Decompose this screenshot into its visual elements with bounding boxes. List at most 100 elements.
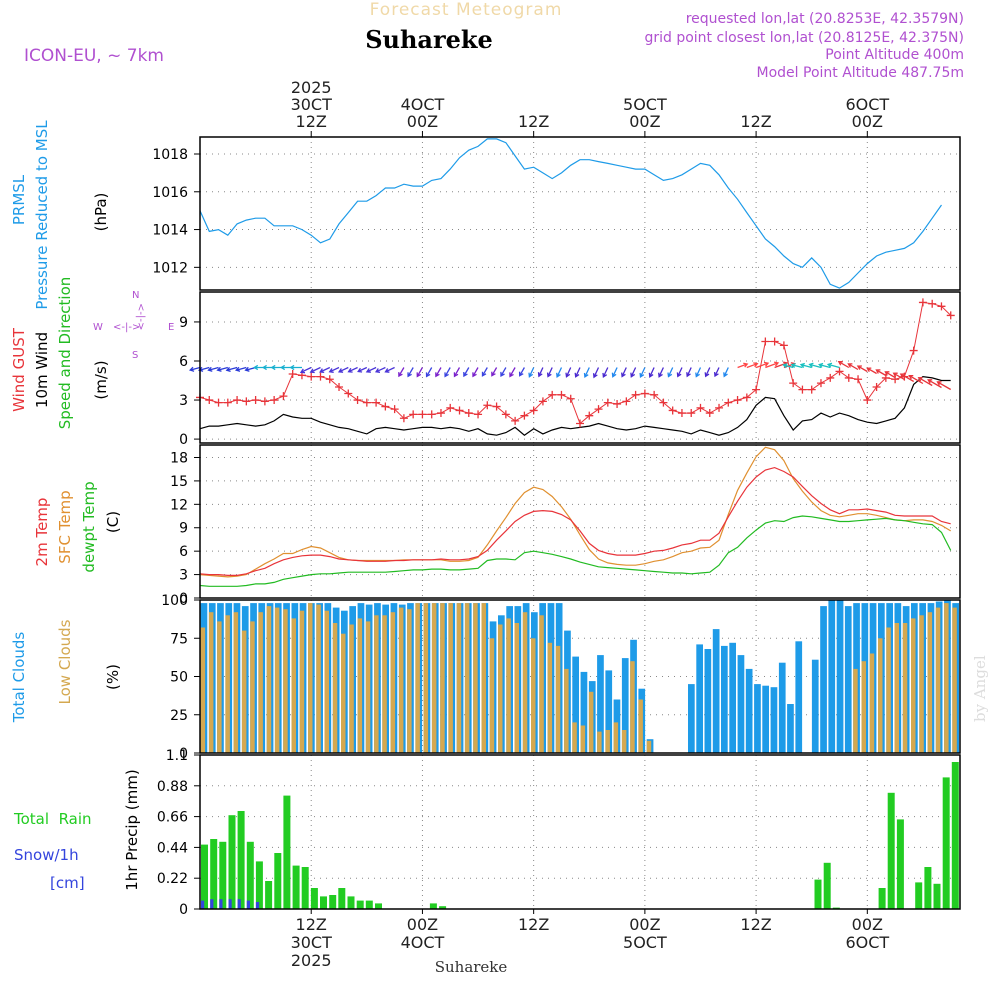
- cloud-total-bar: [795, 641, 803, 753]
- wind-gust-marker: [501, 410, 510, 419]
- wind-ytick-label: 3: [179, 393, 188, 409]
- wind-gust-marker: [205, 396, 214, 405]
- cloud-low-bar: [473, 603, 478, 753]
- cloud-total-bar: [712, 629, 720, 753]
- temperature-frame: [199, 444, 961, 599]
- time-top-label: 6OCT: [845, 95, 889, 114]
- precip-rain-bar: [201, 844, 208, 909]
- temp-label-2m: 2m Temp: [33, 498, 51, 567]
- wind-direction-arrow: [856, 365, 868, 373]
- cloud-low-bar: [440, 603, 445, 753]
- cloud-low-bar: [588, 691, 594, 753]
- precip-rain-bar: [255, 861, 263, 909]
- precip-label-rain: Total Rain: [13, 810, 92, 828]
- wind-gust-marker: [835, 367, 844, 376]
- wind-gust-marker: [279, 392, 288, 401]
- wind-gust-marker: [492, 402, 501, 411]
- wind-gust-marker: [918, 298, 927, 307]
- temperature-series-2m: [199, 466, 951, 577]
- precip-rain-bar: [265, 881, 273, 909]
- wind-gust-marker: [242, 397, 251, 406]
- precip-snow-bar: [201, 900, 205, 909]
- wind-gust-marker: [362, 398, 371, 407]
- wind-gust-marker: [844, 373, 853, 382]
- wind-direction-arrow: [837, 361, 850, 369]
- pressure-unit: (hPa): [92, 193, 110, 232]
- wind-direction-arrow: [676, 367, 683, 378]
- cloud-low-bar: [605, 730, 610, 753]
- credit-label: by Angel: [971, 655, 989, 722]
- wind-direction-arrow: [235, 366, 247, 372]
- wind-gust-marker: [937, 302, 946, 311]
- cloud-total-bar: [597, 655, 604, 753]
- cloud-total-bar: [737, 655, 745, 753]
- time-bottom-label: 00Z: [852, 915, 883, 934]
- cloud-labels: Total Clouds Low Clouds (%): [10, 619, 122, 723]
- wind-direction-arrow: [648, 367, 655, 378]
- precip-snow-bar: [228, 899, 232, 909]
- cloud-total-bar: [828, 600, 836, 753]
- wind-direction-arrow: [374, 366, 386, 373]
- wind-direction-arrow: [574, 367, 581, 378]
- wind-direction-arrow: [826, 362, 840, 369]
- wind-gust-marker: [335, 383, 344, 392]
- wind-direction-arrow: [818, 362, 831, 369]
- wind-gust-marker: [418, 410, 427, 419]
- wind-gust-marker: [789, 379, 798, 388]
- cloud-low-bar: [341, 633, 346, 753]
- wind-gust-marker: [270, 396, 279, 405]
- wind-gust-marker: [446, 403, 455, 412]
- precip-rain-bar: [375, 903, 382, 909]
- precip-rain-bar: [356, 900, 364, 909]
- time-top-label: 4OCT: [401, 95, 445, 114]
- cloud-total-bar: [696, 644, 703, 753]
- wind-direction-arrow: [207, 366, 219, 372]
- wind-gust-marker: [538, 397, 547, 406]
- wind-direction-arrow: [847, 363, 859, 371]
- cloud-low-bar: [456, 603, 462, 753]
- wind-gust-marker: [529, 406, 538, 415]
- temperature-ytick-label: 0: [179, 591, 188, 607]
- wind-direction-arrow: [723, 367, 729, 378]
- cloud-low-bar: [902, 623, 908, 753]
- point-altitude: Point Altitude 400m: [825, 47, 964, 63]
- cloud-total-bar: [836, 600, 844, 753]
- requested-coords: requested lon,lat (20.8253E, 42.3579N): [686, 11, 964, 27]
- wind-direction-arrow: [695, 367, 702, 378]
- time-bottom-label: 00Z: [407, 915, 438, 934]
- time-bottom-label: 6OCT: [845, 933, 889, 952]
- cloud-low-bar: [225, 615, 230, 753]
- cloud-low-bar: [911, 618, 916, 753]
- precip-rain-bar: [228, 815, 236, 909]
- wind-gust-marker: [511, 416, 520, 425]
- wind-direction-arrow: [225, 366, 238, 373]
- wind-gust-marker: [316, 372, 325, 381]
- wind-direction-arrow: [319, 366, 331, 374]
- model-label: ICON-EU, ~ 7km: [24, 46, 164, 66]
- wind-direction-arrow: [866, 367, 877, 375]
- frame-layer: [199, 136, 961, 910]
- cloud-low-bar: [431, 603, 437, 753]
- wind-direction-arrow: [216, 366, 228, 372]
- cloud-low-bar: [919, 615, 924, 753]
- cloud-total-bar: [820, 606, 827, 753]
- wind-direction-arrow: [583, 367, 590, 379]
- wind-direction-arrow: [416, 367, 423, 378]
- wind-direction-arrow: [425, 367, 433, 378]
- pressure-frame: [199, 136, 961, 291]
- cloud-total-bar: [580, 671, 588, 753]
- wind-gust-marker: [826, 373, 835, 382]
- data-layer: [188, 138, 959, 909]
- precip-rain-bar: [219, 841, 227, 909]
- wind-gust-marker: [659, 398, 668, 407]
- precip-rain-bar: [814, 879, 822, 909]
- cloud-low-bar: [266, 606, 272, 753]
- cloud-low-bar: [646, 740, 652, 753]
- cloud-low-bar: [357, 618, 363, 753]
- cloud-low-bar: [374, 615, 379, 753]
- wind-gust-marker: [474, 410, 483, 419]
- wind-direction-arrow: [765, 361, 780, 369]
- cloud-low-bar: [489, 638, 495, 754]
- wind-gust-marker: [520, 411, 529, 420]
- cloud-low-bar: [407, 609, 412, 753]
